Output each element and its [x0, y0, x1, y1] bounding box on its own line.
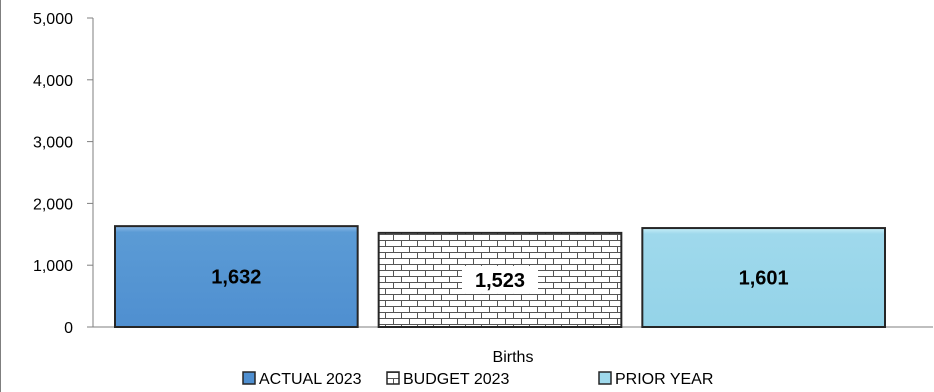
- y-tick-label: 1,000: [33, 258, 73, 275]
- legend-label: PRIOR YEAR: [615, 371, 713, 388]
- legend-swatch: [386, 371, 400, 385]
- data-labels: 1,632 1,523 1,601: [211, 265, 789, 294]
- data-label: 1,523: [475, 270, 525, 292]
- y-tick-label: 4,000: [33, 73, 73, 90]
- legend-label: BUDGET 2023: [403, 371, 510, 388]
- x-category-label: Births: [493, 349, 534, 366]
- y-tick-label: 3,000: [33, 135, 73, 152]
- data-label: 1,601: [739, 268, 789, 290]
- data-label-background: [462, 265, 538, 294]
- axes: 0 1,000 2,000 3,000 4,000 5,000 Births: [33, 11, 933, 366]
- legend: ACTUAL 2023 BUDGET 2023 PRIOR YEAR: [242, 371, 713, 388]
- legend-swatch: [242, 371, 256, 385]
- bar-prior-year: [641, 227, 886, 328]
- y-tick-label: 0: [64, 320, 73, 337]
- legend-label: ACTUAL 2023: [259, 371, 362, 388]
- data-label: 1,632: [211, 267, 261, 289]
- legend-swatch: [598, 371, 612, 385]
- y-tick-label: 5,000: [33, 11, 73, 28]
- y-tick-label: 2,000: [33, 196, 73, 213]
- bar-actual-2023: [114, 225, 359, 328]
